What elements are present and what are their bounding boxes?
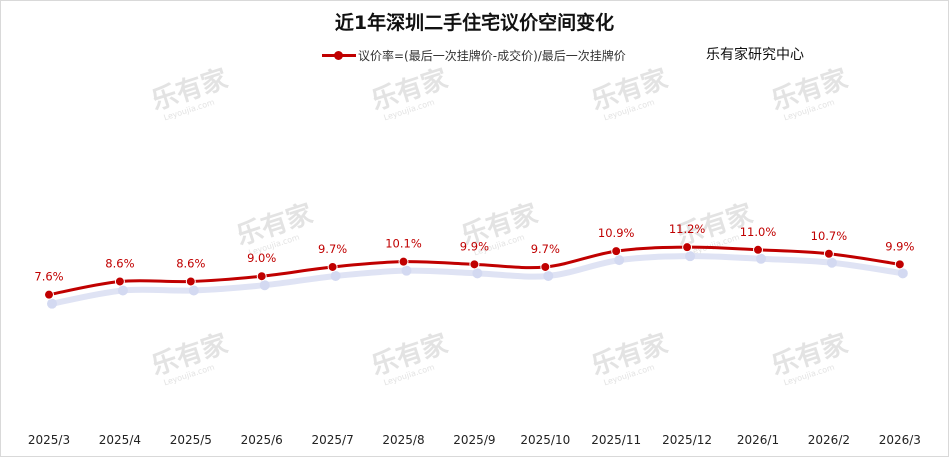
data-point-shadow: [685, 251, 696, 262]
data-label: 10.1%: [385, 237, 422, 251]
x-tick-label: 2026/3: [879, 433, 921, 447]
x-tick-label: 2025/11: [591, 433, 641, 447]
data-label: 7.6%: [34, 270, 63, 284]
data-point: [540, 261, 551, 272]
data-label: 8.6%: [176, 256, 205, 270]
data-point: [753, 244, 763, 255]
x-tick-label: 2025/9: [453, 433, 495, 447]
x-tick-label: 2025/5: [170, 433, 212, 447]
data-label: 9.9%: [885, 239, 914, 253]
data-point: [398, 256, 409, 267]
data-label: 9.9%: [460, 239, 489, 253]
chart-marks: 7.6% 8.6% 8.6% 9.0% 9.7% 10.1% 9.9% 9.7% 10.9% 11…: [28, 222, 921, 447]
data-point: [114, 276, 125, 287]
x-tick-label: 2026/1: [737, 433, 779, 447]
data-point-shadow: [756, 253, 766, 264]
data-point-shadow: [259, 280, 270, 291]
data-point: [327, 261, 338, 272]
x-tick-label: 2025/3: [28, 433, 70, 447]
x-tick-label: 2025/4: [99, 433, 141, 447]
data-label: 11.2%: [669, 222, 706, 236]
data-label: 11.0%: [740, 225, 777, 239]
data-point: [823, 248, 834, 259]
x-tick-label: 2025/6: [241, 433, 283, 447]
chart-legend: 议价率=(最后一次挂牌价-成交价)/最后一次挂牌价: [322, 46, 626, 64]
data-point: [256, 271, 267, 282]
data-label: 10.7%: [811, 229, 848, 243]
data-label: 9.7%: [531, 242, 560, 256]
data-point: [611, 246, 622, 257]
x-tick-label: 2025/12: [662, 433, 712, 447]
data-point-shadow: [826, 257, 837, 268]
data-point: [894, 259, 905, 270]
data-point: [44, 289, 54, 300]
data-point-shadow: [897, 268, 908, 279]
data-point: [682, 242, 693, 253]
x-tick-label: 2025/7: [311, 433, 353, 447]
data-point-shadow: [472, 268, 483, 279]
data-point-shadow: [188, 285, 199, 296]
data-point: [469, 259, 480, 270]
x-tick-label: 2026/2: [808, 433, 850, 447]
data-point-shadow: [401, 265, 412, 276]
data-label: 9.0%: [247, 251, 276, 265]
x-tick-label: 2025/8: [382, 433, 424, 447]
data-point-shadow: [47, 298, 57, 309]
source-label: 乐有家研究中心: [706, 47, 804, 63]
data-point-shadow: [330, 270, 341, 281]
data-point: [185, 276, 196, 287]
legend-line-marker: [322, 49, 356, 61]
x-tick-label: 2025/10: [520, 433, 570, 447]
legend-label: 议价率=(最后一次挂牌价-成交价)/最后一次挂牌价: [358, 48, 626, 63]
data-point-shadow: [117, 285, 128, 296]
data-point-shadow: [543, 270, 554, 281]
chart-title: 近1年深圳二手住宅议价空间变化: [334, 12, 615, 34]
data-label: 9.7%: [318, 242, 347, 256]
data-label: 8.6%: [105, 256, 134, 270]
data-label: 10.9%: [598, 226, 635, 240]
data-point-shadow: [614, 255, 625, 266]
